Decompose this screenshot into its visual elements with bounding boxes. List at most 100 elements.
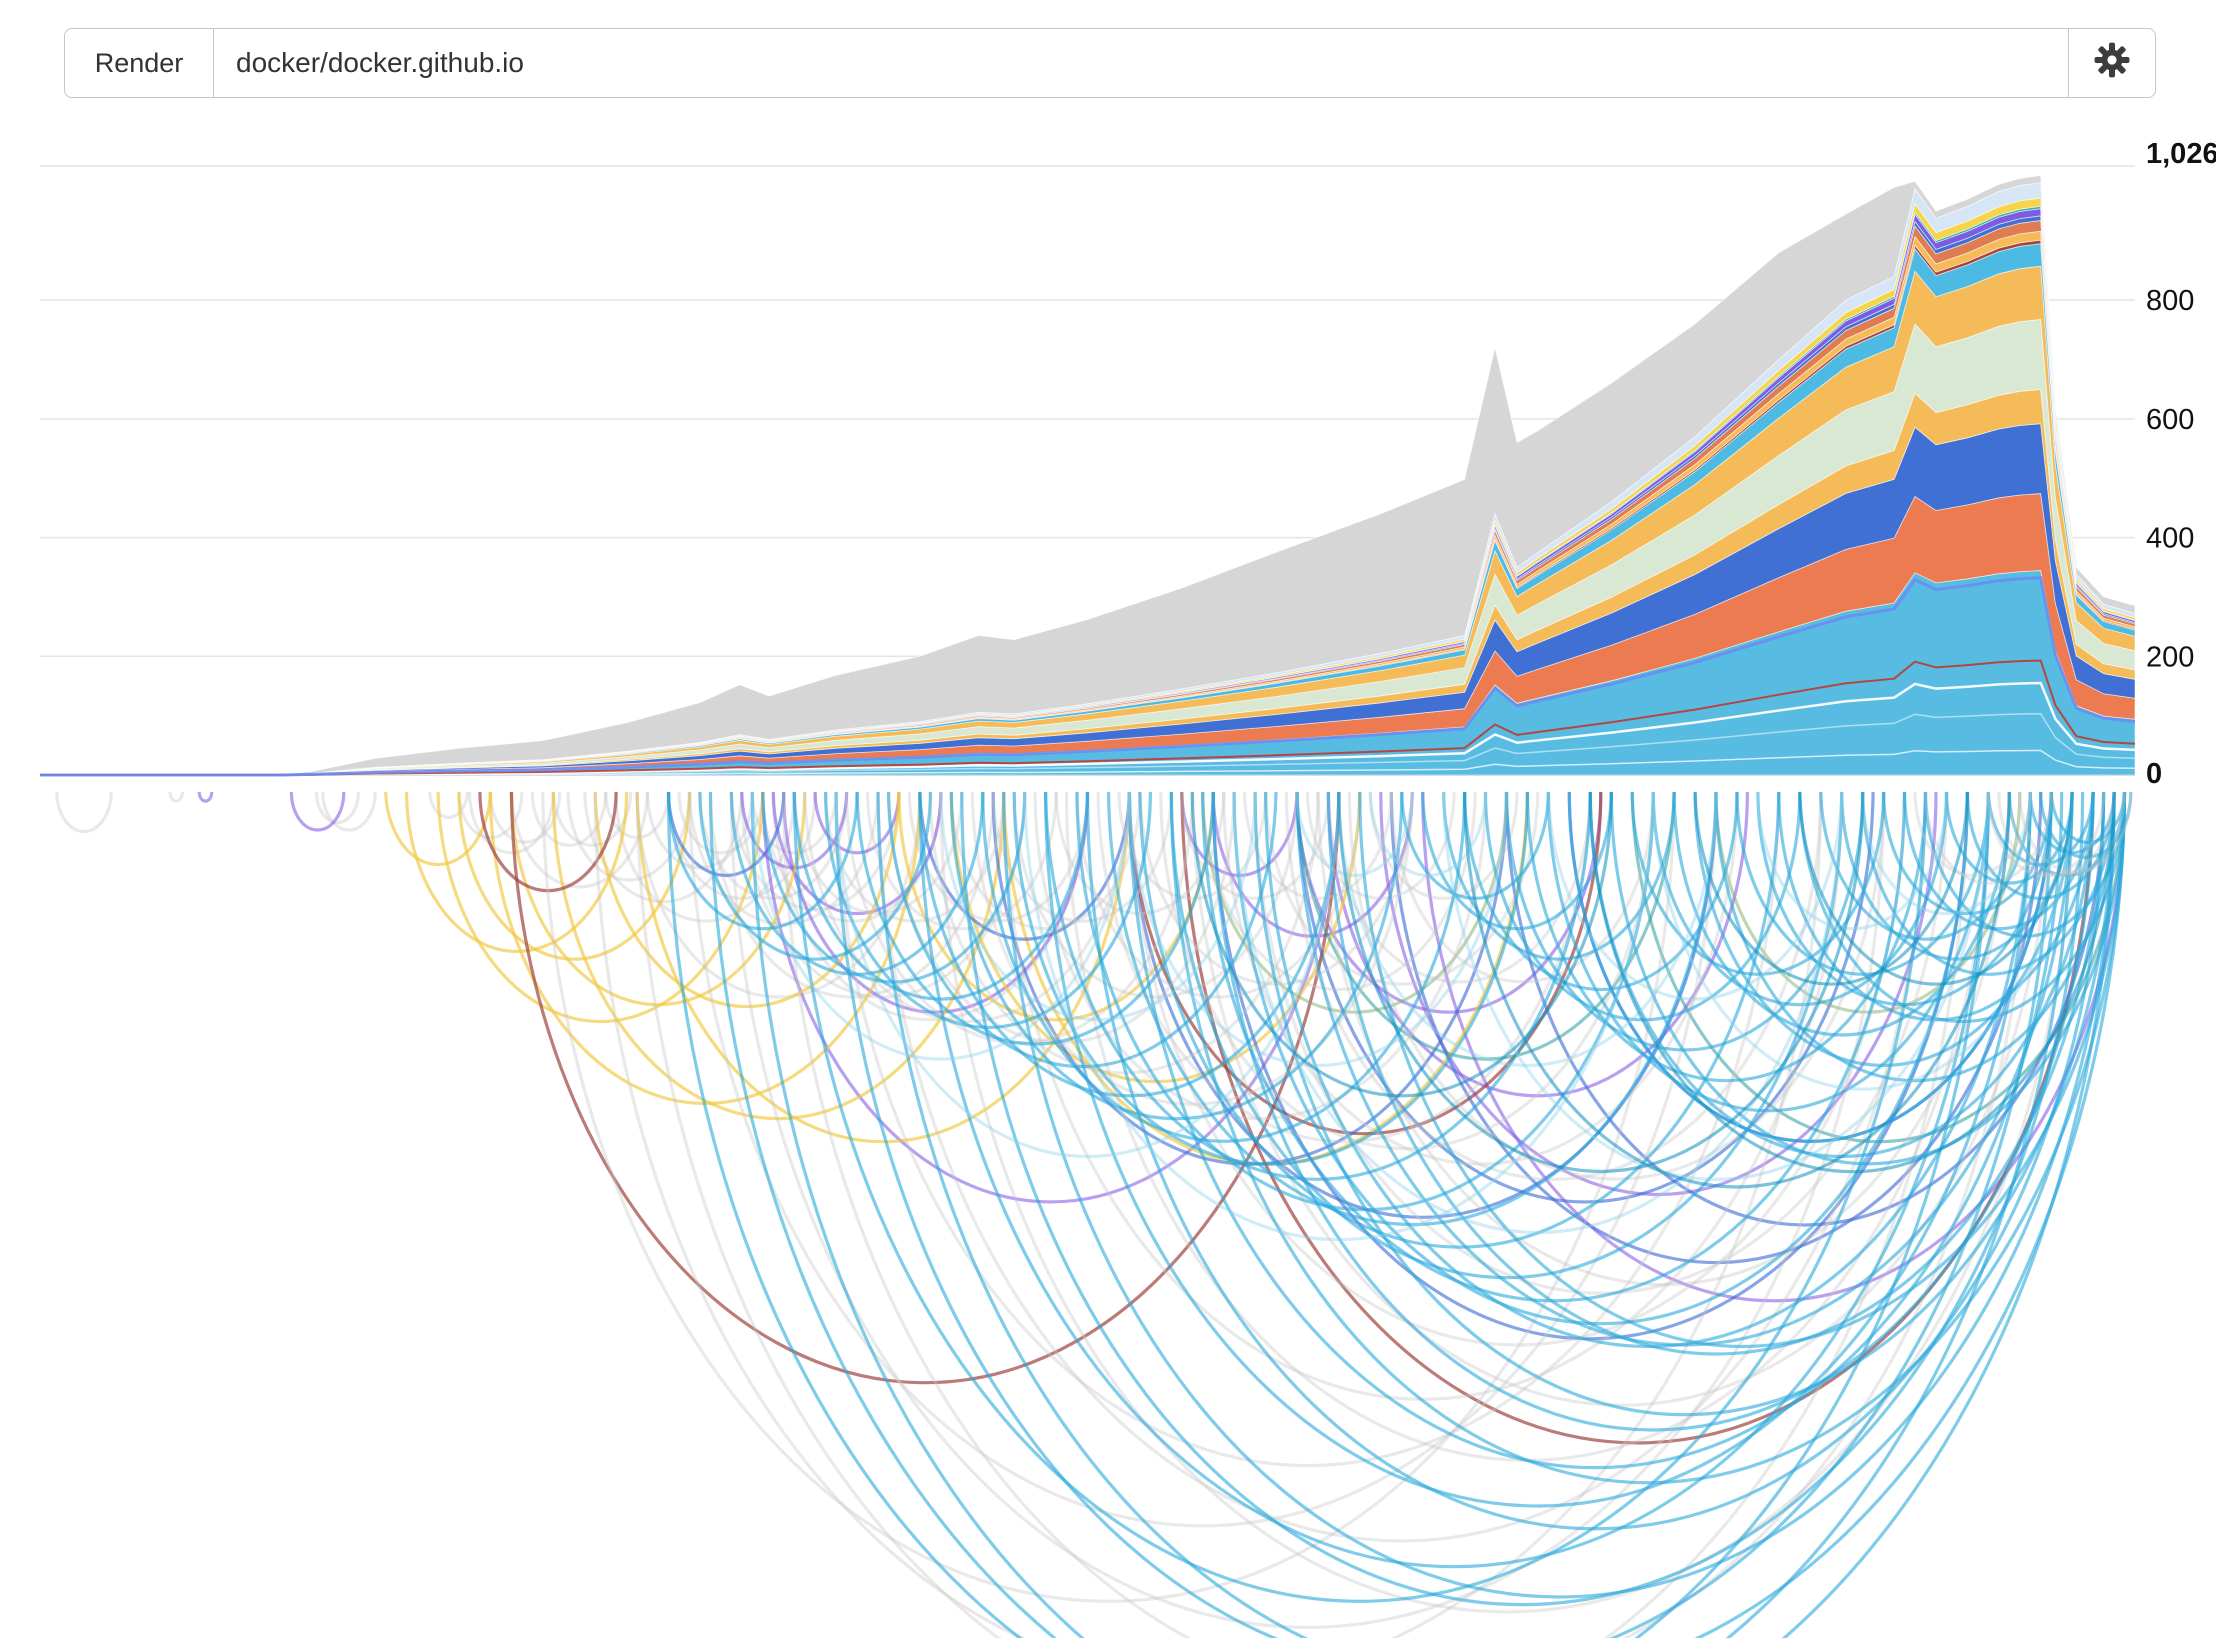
commit-arc <box>1986 791 2095 867</box>
commit-arc <box>876 791 2127 1638</box>
commit-arc <box>918 791 1131 941</box>
commit-arc <box>1358 791 2127 1348</box>
commit-arc <box>1012 791 1529 1166</box>
commit-arc <box>1504 791 2106 1227</box>
commit-arc <box>1693 791 1969 986</box>
commit-arc <box>1295 791 1603 1014</box>
commit-arc <box>541 791 1676 1603</box>
commit-arc <box>834 791 2053 1638</box>
commit-arc <box>1138 791 1781 1249</box>
commit-arc <box>2018 791 2133 875</box>
commit-arc <box>1159 791 1655 1151</box>
commit-arc <box>1127 791 1907 1347</box>
commit-arc <box>1525 791 1928 1083</box>
commit-arc <box>1211 791 2095 1432</box>
commit-arc <box>1295 791 1875 1204</box>
commit-arc <box>865 791 1058 931</box>
loc-stacked-area-chart: 0 200 400 600 800 1,026 <box>39 138 2216 790</box>
commit-arc <box>405 791 629 954</box>
commit-arc <box>197 791 214 803</box>
settings-button[interactable] <box>2068 28 2156 98</box>
commit-arc <box>1651 791 1949 1007</box>
commit-arc <box>55 791 113 834</box>
commit-arc <box>792 791 1928 1603</box>
commit-arc <box>1295 791 1414 878</box>
commit-arc <box>1106 791 1718 1227</box>
commit-arc <box>1630 791 1886 976</box>
commit-arc <box>1714 791 2022 1014</box>
y-tick-label: 600 <box>2146 404 2194 436</box>
commit-arc <box>1861 791 2116 976</box>
commit-arc <box>314 791 360 824</box>
commit-arc <box>488 791 562 844</box>
commit-arc <box>939 791 1257 1022</box>
commit-arc <box>1798 791 2074 986</box>
commit-arc <box>168 791 185 803</box>
commit-arc <box>813 791 901 855</box>
commit-arc <box>2007 791 2127 878</box>
repo-input[interactable] <box>213 28 2069 98</box>
commit-arc <box>1127 791 1603 1136</box>
commit-arc <box>803 791 1131 1024</box>
commit-arc <box>509 791 807 1007</box>
commit-arc <box>771 791 943 916</box>
commit-arc <box>1756 791 1949 931</box>
commit-arc <box>1923 791 2053 885</box>
commit-arc <box>2049 791 2127 844</box>
commit-arc <box>1190 791 2053 1407</box>
y-tick-label: 400 <box>2146 523 2194 555</box>
commit-arc <box>1337 791 1865 1174</box>
commit-arc <box>457 791 692 961</box>
commit-arc <box>876 791 1928 1543</box>
overlay-line-white-low <box>40 749 2136 776</box>
commit-arc <box>1819 791 2032 941</box>
commit-arc <box>1127 791 1509 1067</box>
commit-arc <box>1651 791 2074 1091</box>
commit-arc <box>457 791 524 840</box>
commit-arc <box>666 791 1990 1638</box>
commit-arc <box>960 791 2085 1607</box>
commit-arc <box>604 791 671 840</box>
commit-arc <box>1902 791 2095 931</box>
commit-arc <box>2039 791 2133 859</box>
commit-arc <box>750 791 1131 1061</box>
commit-arc <box>1567 791 2053 1143</box>
commit-arc <box>1913 791 2032 878</box>
commit-arc <box>1442 791 1990 1181</box>
commit-arc <box>970 791 1414 1106</box>
commit-arc <box>436 791 765 1024</box>
commit-arc <box>1463 791 2011 1189</box>
commit-arc <box>750 791 838 855</box>
commit-arc <box>1379 791 1938 1197</box>
overlay-line-red <box>40 659 2136 776</box>
commit-arc <box>1316 791 2011 1287</box>
commit-arc <box>428 791 469 819</box>
y-axis-labels: 0 200 400 600 800 1,026 <box>2146 138 2216 790</box>
commit-arc <box>530 791 608 847</box>
y-tick-label: 1,026 <box>2146 138 2216 170</box>
commit-arc <box>761 791 1341 1204</box>
commit-arc <box>1023 791 1655 1242</box>
commit-arc <box>834 791 1341 1159</box>
commit-arc <box>792 791 964 916</box>
commit-arc <box>1012 791 1299 999</box>
render-button[interactable]: Render <box>64 28 214 98</box>
commit-arc <box>666 791 786 878</box>
commit-arc <box>918 791 1990 1569</box>
commit-arc <box>1243 791 1393 900</box>
commit-arc <box>478 791 618 893</box>
commit-arc <box>824 791 1006 923</box>
commit-arcs <box>55 791 2133 1638</box>
commit-arc <box>1986 791 2106 878</box>
commit-arc <box>666 791 859 931</box>
commit-arc <box>1389 791 2043 1265</box>
commit-arc <box>981 791 1467 1143</box>
commit-arc <box>729 791 901 911</box>
y-tick-label: 800 <box>2146 285 2194 317</box>
commit-arc <box>1075 791 1362 999</box>
commit-arc <box>1253 791 2116 1417</box>
y-tick-label: 0 <box>2146 758 2162 790</box>
gear-icon <box>2093 41 2131 86</box>
commit-arc <box>949 791 1362 1084</box>
commit-arc <box>1337 791 1718 1067</box>
